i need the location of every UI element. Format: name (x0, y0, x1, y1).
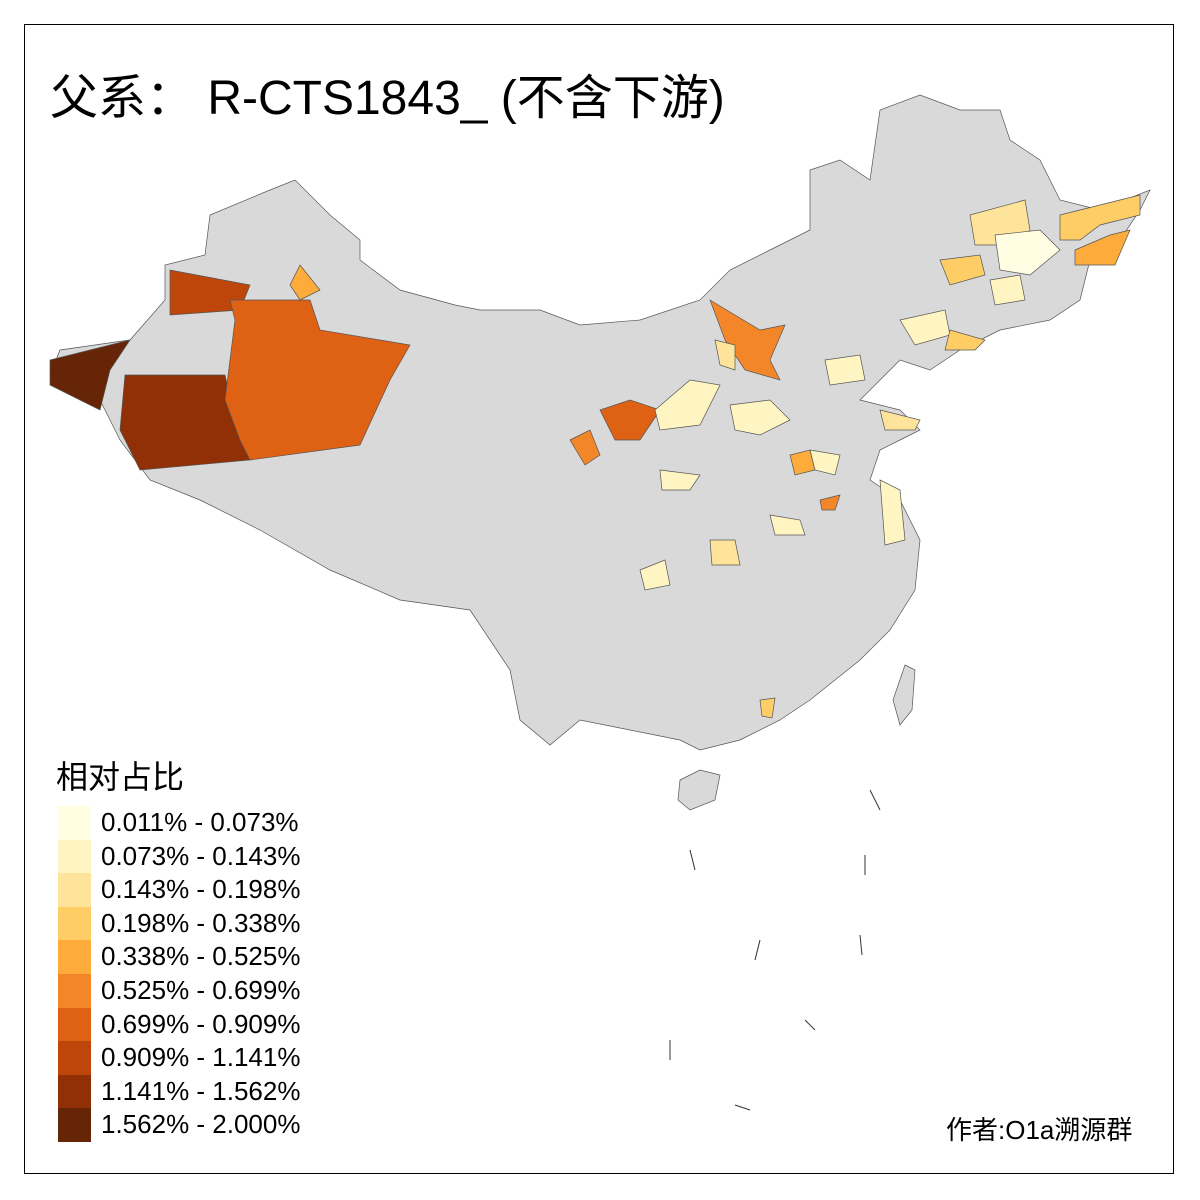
region-class-5 (819, 494, 841, 511)
legend-item: 0.143% - 0.198% (58, 873, 300, 907)
region-class-6 (224, 299, 411, 461)
region-class-2 (879, 409, 921, 431)
region-class-1 (824, 354, 866, 386)
legend-label: 0.699% - 0.909% (101, 1008, 301, 1039)
region-class-3 (939, 254, 986, 286)
region-class-5 (569, 429, 601, 466)
region-class-3 (1059, 194, 1141, 241)
legend-label: 0.525% - 0.699% (101, 974, 301, 1005)
region-class-1 (639, 559, 671, 591)
legend-swatch (58, 1108, 91, 1142)
map-title: 父系： R-CTS1843_ (不含下游) (50, 72, 725, 125)
legend-label: 1.141% - 1.562% (101, 1075, 301, 1106)
region-class-1 (654, 379, 721, 431)
region-class-2 (714, 339, 736, 371)
region-class-3 (759, 697, 776, 719)
region-class-1 (879, 479, 906, 546)
legend-label: 0.011% - 0.073% (101, 807, 299, 837)
legend-swatch (58, 1007, 91, 1042)
legend-item: 0.338% - 0.525% (58, 940, 300, 974)
nine-dash-line-segment (869, 789, 881, 811)
legend-label: 0.073% - 0.143% (101, 840, 301, 871)
nine-dash-line-segment (689, 849, 696, 871)
legend-item: 0.909% - 1.141% (58, 1041, 300, 1075)
region-class-1 (659, 469, 701, 491)
author-credit: 作者:O1a溯源群 (946, 1115, 1133, 1145)
legend-swatch (58, 839, 91, 874)
region-class-1 (769, 514, 806, 536)
nine-dash-line-segment (754, 939, 761, 961)
figure-border (24, 24, 1174, 1174)
region-class-1 (729, 399, 791, 436)
legend-swatch (58, 1074, 91, 1109)
region-class-9 (49, 339, 131, 411)
legend: 0.011% - 0.073% 0.073% - 0.143% 0.143% - 0… (58, 806, 300, 1142)
region-class-2 (709, 539, 741, 566)
region-class-0 (994, 229, 1061, 276)
legend-item: 1.141% - 1.562% (58, 1074, 301, 1109)
china-mainland (49, 94, 1151, 751)
legend-swatch (58, 940, 91, 974)
legend-item: 1.562% - 2.000% (58, 1108, 300, 1142)
legend-item: 0.073% - 0.143% (58, 839, 301, 874)
legend-label: 0.909% - 1.141% (101, 1042, 301, 1073)
legend-item: 0.525% - 0.699% (58, 973, 301, 1008)
taiwan-island (892, 664, 916, 726)
legend-item: 0.699% - 0.909% (58, 1007, 301, 1042)
legend-label: 0.338% - 0.525% (101, 941, 301, 972)
legend-swatch (58, 906, 91, 941)
region-class-6 (599, 399, 661, 441)
nine-dash-line-segment (734, 1104, 751, 1111)
legend-swatch (58, 1041, 91, 1075)
region-class-3 (944, 329, 986, 351)
hainan-island (677, 769, 721, 811)
nine-dash-line-segment (804, 1019, 816, 1031)
legend-label: 0.198% - 0.338% (101, 907, 301, 938)
nine-dash-line-segment (859, 934, 863, 956)
legend-swatch (58, 973, 91, 1008)
legend-swatch (58, 806, 91, 840)
legend-label: 0.143% - 0.198% (101, 874, 301, 905)
region-class-1 (989, 274, 1026, 306)
legend-title: 相对占比 (56, 759, 185, 795)
legend-swatch (58, 873, 91, 907)
region-class-1 (809, 449, 841, 476)
region-class-4 (289, 264, 321, 301)
region-class-4 (1074, 229, 1131, 266)
legend-label: 1.562% - 2.000% (101, 1109, 301, 1140)
legend-item: 0.011% - 0.073% (58, 806, 300, 840)
legend-item: 0.198% - 0.338% (58, 906, 301, 941)
